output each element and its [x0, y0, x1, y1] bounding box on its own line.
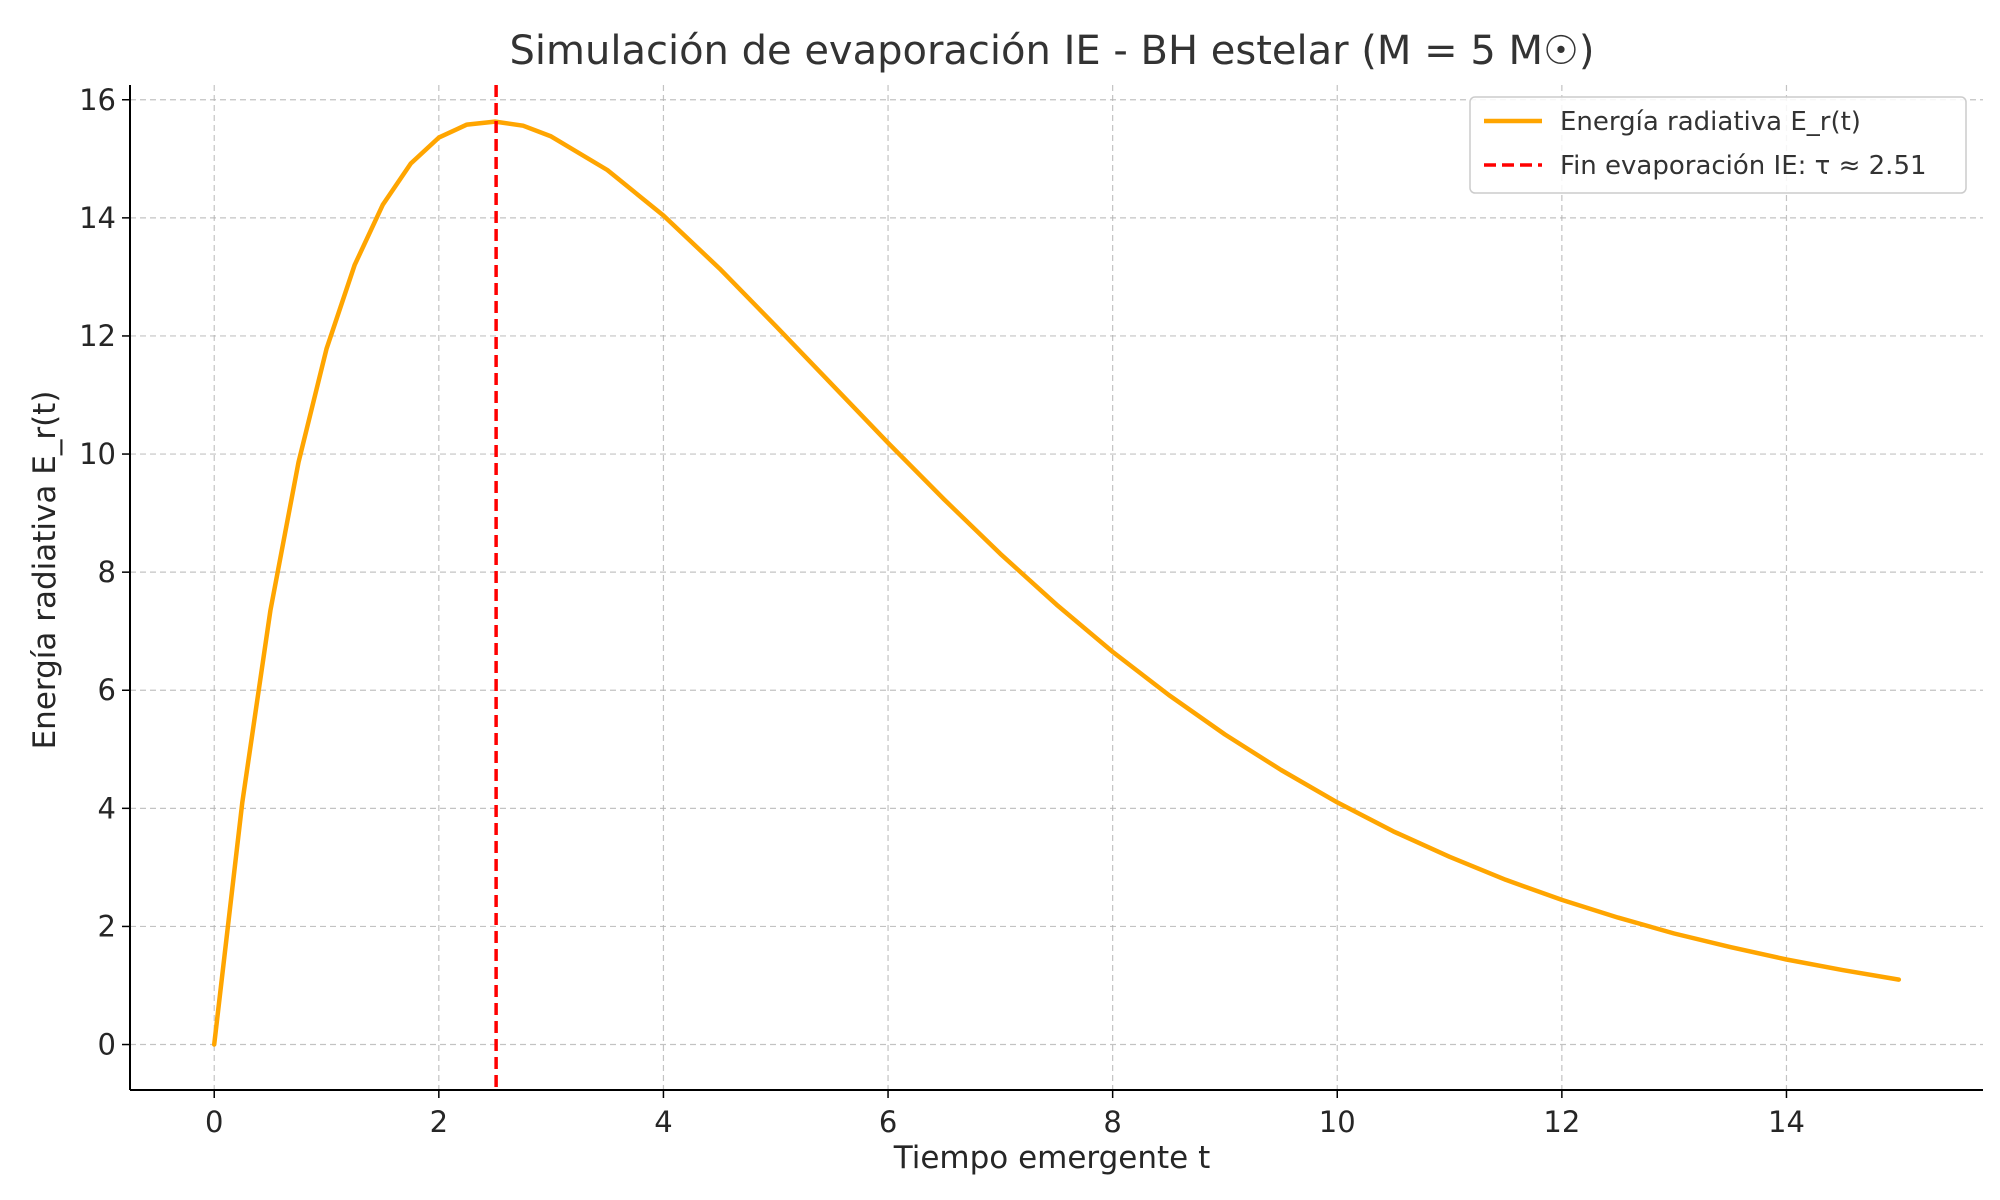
x-tick-label: 8 [1103, 1105, 1121, 1139]
chart-title: Simulación de evaporación IE - BH estela… [510, 28, 1595, 74]
x-axis-label: Tiempo emergente t [893, 1140, 1211, 1176]
legend-label-energy: Energía radiativa E_r(t) [1560, 107, 1861, 137]
y-tick-label: 4 [98, 791, 116, 825]
x-ticks: 0 2 4 6 8 10 12 14 [205, 1090, 1805, 1139]
y-tick-label: 16 [79, 83, 116, 117]
legend-box [1469, 96, 1967, 194]
y-ticks: 0 2 4 6 8 10 12 14 16 [79, 83, 130, 1062]
y-axis-label: Energía radiativa E_r(t) [27, 391, 63, 750]
y-tick-label: 8 [98, 555, 116, 589]
x-tick-label: 0 [205, 1105, 223, 1139]
x-tick-label: 10 [1319, 1105, 1356, 1139]
x-tick-label: 2 [430, 1105, 448, 1139]
y-tick-label: 10 [79, 437, 116, 471]
energy-curve [211, 119, 1902, 1047]
y-tick-label: 2 [98, 909, 116, 943]
y-tick-label: 12 [79, 319, 116, 353]
x-tick-label: 4 [654, 1105, 672, 1139]
legend-label-evaporation: Fin evaporación IE: τ ≈ 2.51 [1560, 151, 1927, 181]
plot-area [211, 85, 1902, 1090]
y-tick-label: 14 [79, 201, 116, 235]
legend: Energía radiativa E_r(t) Fin evaporación… [1469, 96, 1967, 194]
y-tick-label: 0 [98, 1028, 116, 1062]
x-tick-label: 12 [1543, 1105, 1580, 1139]
x-tick-label: 6 [879, 1105, 897, 1139]
x-tick-label: 14 [1768, 1105, 1805, 1139]
y-tick-label: 6 [98, 673, 116, 707]
